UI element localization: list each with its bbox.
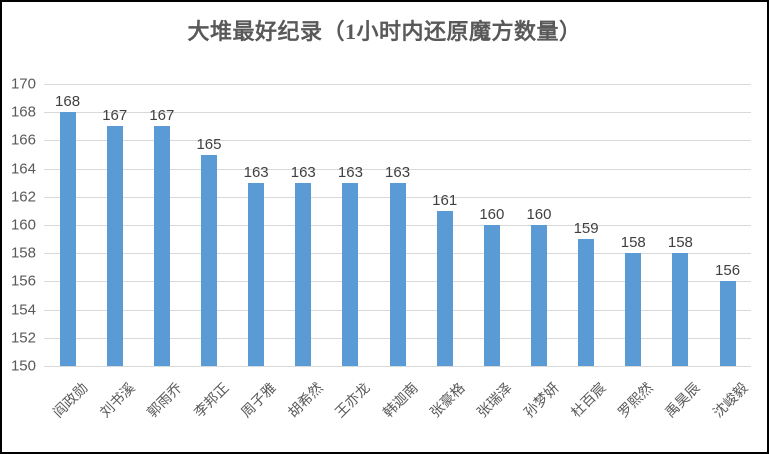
y-tick-label: 164	[10, 160, 36, 178]
bar-value-label: 163	[243, 163, 269, 181]
bar-value-label: 165	[196, 135, 222, 153]
x-category-label: 郭雨乔	[144, 380, 186, 422]
bar	[106, 126, 123, 366]
x-category-label: 李邦正	[192, 380, 233, 422]
x-category-label: 阎政勋	[50, 380, 92, 422]
x-category-cell: 周子雅	[233, 368, 280, 452]
y-tick-label: 152	[10, 329, 36, 347]
x-category-label: 韩迦南	[380, 380, 421, 422]
x-category-label: 胡希然	[286, 380, 327, 422]
bar	[719, 281, 736, 366]
x-category-label: 罗熙然	[616, 380, 657, 422]
x-category-cell: 李邦正	[185, 368, 233, 452]
x-category-cell: 禹昊辰	[657, 368, 704, 452]
x-category-cell: 张瑞泽	[468, 368, 516, 452]
x-category-label: 沈峻毅	[710, 380, 751, 422]
gridline	[44, 168, 751, 170]
bar-column: 163	[327, 84, 374, 366]
bar	[342, 182, 359, 366]
bar-value-label: 160	[526, 206, 552, 223]
bar	[530, 225, 547, 366]
bar	[625, 253, 642, 366]
bar-value-label: 163	[337, 163, 363, 181]
x-category-cell: 胡希然	[280, 368, 327, 452]
x-category-cell: 阎政勋	[44, 368, 92, 452]
bar-value-label: 163	[385, 163, 411, 181]
x-category-cell: 刘书溪	[91, 368, 139, 452]
bar	[200, 154, 217, 366]
bar	[389, 182, 406, 366]
bar-column: 160	[515, 84, 562, 366]
bar-column: 159	[563, 84, 610, 366]
x-category-label: 王亦龙	[333, 380, 374, 422]
bar-column: 161	[421, 84, 468, 366]
bar-column: 158	[657, 84, 704, 366]
chart-title: 大堆最好纪录（1小时内还原魔方数量）	[187, 19, 582, 44]
x-category-label: 孙梦妍	[522, 380, 563, 422]
bar	[295, 182, 312, 366]
x-category-cell: 郭雨乔	[138, 368, 186, 452]
bar-column: 165	[185, 84, 232, 366]
bar	[153, 126, 170, 366]
x-category-label: 刘书溪	[97, 380, 139, 422]
y-tick-label: 156	[10, 272, 36, 290]
gridline	[44, 140, 751, 142]
x-category-label: 张豪格	[427, 380, 469, 422]
gridline	[44, 366, 751, 367]
x-category-cell: 王亦龙	[327, 368, 374, 452]
bar-column: 167	[91, 84, 138, 366]
bar	[59, 112, 76, 366]
x-category-label: 周子雅	[239, 380, 280, 422]
y-tick-label: 160	[10, 216, 36, 234]
y-axis: 150 152 154 156 158 160 162 164 166 168 170	[2, 76, 36, 375]
bar	[483, 225, 500, 366]
gridline	[44, 112, 751, 114]
x-category-cell: 沈峻毅	[704, 368, 751, 452]
x-category-cell: 杜百宸	[563, 368, 610, 452]
bar-value-label: 161	[432, 191, 458, 209]
x-category-cell: 韩迦南	[374, 368, 421, 452]
bar	[578, 239, 595, 366]
bar-column: 167	[138, 84, 185, 366]
plot-area: 168 167 167 165 163 163 163 163 161 160 160 159 158 1…	[44, 84, 751, 367]
y-tick-label: 158	[10, 244, 36, 262]
bar-column: 168	[44, 84, 91, 366]
bar	[672, 253, 689, 366]
y-tick-label: 168	[10, 103, 36, 121]
y-tick-label: 166	[10, 131, 36, 149]
x-category-cell: 张豪格	[421, 368, 469, 452]
bar-column: 160	[468, 84, 515, 366]
y-tick-label: 150	[10, 357, 36, 375]
bar	[436, 210, 453, 366]
x-category-cell: 罗熙然	[610, 368, 657, 452]
x-category-label: 张瑞泽	[474, 380, 516, 422]
bar-column: 163	[374, 84, 421, 366]
bar-value-label: 156	[715, 262, 741, 280]
gridline	[44, 84, 751, 85]
bar-column: 163	[280, 84, 327, 366]
bar-column: 156	[704, 84, 751, 366]
x-category-cell: 孙梦妍	[515, 368, 563, 452]
bar-column: 158	[610, 84, 657, 366]
y-tick-label: 154	[10, 301, 36, 319]
bar-value-label: 160	[479, 206, 505, 223]
bar-value-label: 167	[149, 107, 175, 125]
bar-value-label: 163	[290, 163, 316, 181]
bar-series: 168 167 167 165 163 163 163 163 161 160 160 159 158 1…	[44, 84, 751, 366]
bar-value-label: 167	[102, 107, 128, 125]
y-tick-label: 170	[10, 75, 36, 93]
y-tick-label: 162	[10, 188, 36, 206]
x-axis: 阎政勋 刘书溪 郭雨乔 李邦正 周子雅 胡希然 王亦龙 韩迦南 张豪格 张瑞泽 孙梦妍 杜百宸 罗熙然禹…	[44, 368, 751, 452]
x-category-label: 禹昊辰	[663, 380, 704, 422]
bar-value-label: 168	[55, 93, 81, 111]
bar-column: 163	[233, 84, 280, 366]
x-category-label: 杜百宸	[569, 380, 610, 422]
bar-value-label: 159	[573, 220, 599, 238]
bar	[248, 182, 265, 366]
bar-value-label: 158	[667, 234, 693, 252]
bar-value-label: 158	[620, 234, 646, 252]
